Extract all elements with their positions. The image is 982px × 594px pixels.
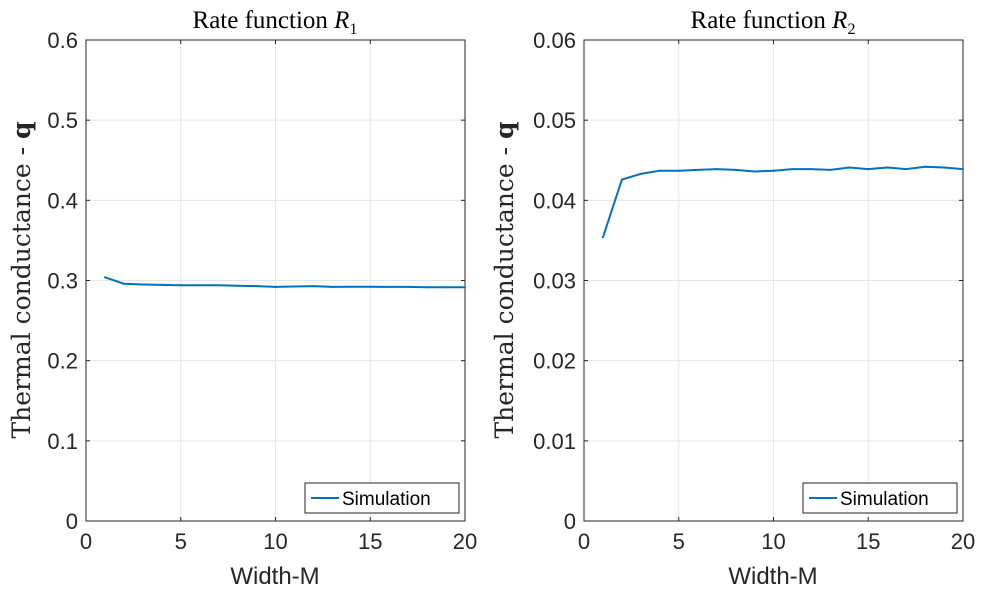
data-point	[407, 285, 410, 288]
x-tick-label: 5	[673, 529, 685, 554]
x-tick-label: 10	[263, 529, 287, 554]
data-point	[293, 285, 296, 288]
x-tick-label: 0	[578, 529, 590, 554]
data-point	[236, 284, 239, 287]
y-tick-label: 0	[564, 509, 576, 534]
x-tick-label: 20	[951, 529, 975, 554]
data-point	[445, 286, 448, 289]
y-tick-label: 0.02	[533, 349, 576, 374]
x-axis-label: Width-M	[230, 563, 319, 590]
series-line-simulation	[104, 276, 465, 289]
chart-title: Rate function R1	[193, 7, 358, 38]
data-point	[312, 285, 315, 288]
y-tick-label: 0.04	[533, 188, 576, 213]
data-point	[791, 168, 794, 171]
y-tick-label: 0.06	[533, 28, 576, 53]
data-point	[848, 166, 851, 169]
data-point	[943, 166, 946, 169]
x-tick-label: 15	[856, 529, 880, 554]
data-point	[141, 283, 144, 286]
data-point	[810, 168, 813, 171]
data-point	[350, 285, 353, 288]
y-tick-label: 0.05	[533, 108, 576, 133]
y-tick-label: 0	[66, 509, 78, 534]
plot-area: 0 5 10 15 20 0 0.1 0.2 0.3 0.4 0.5 0.6	[47, 28, 477, 554]
y-tick-label: 0.1	[47, 429, 78, 454]
data-point	[924, 165, 927, 168]
data-point	[867, 168, 870, 171]
data-point	[620, 178, 623, 181]
data-point	[179, 284, 182, 287]
data-point	[464, 286, 466, 289]
data-point	[753, 170, 756, 173]
data-point	[217, 284, 220, 287]
data-point	[122, 282, 125, 285]
x-tick-label: 5	[175, 529, 187, 554]
data-point	[426, 286, 429, 289]
y-axis-label: Thermal conductance - q	[7, 121, 36, 438]
data-point	[715, 168, 718, 171]
data-point	[734, 168, 737, 171]
plot-area: 0 5 10 15 20 0 0.01 0.02 0.03 0.04 0.05 0.06	[533, 28, 975, 554]
chart-title: Rate function R2	[691, 7, 856, 38]
x-tick-label: 10	[761, 529, 785, 554]
y-axis-label: Thermal conductance - q	[490, 121, 519, 438]
data-point	[274, 285, 277, 288]
legend-label: Simulation	[840, 489, 929, 510]
y-tick-label: 0.6	[47, 28, 78, 53]
data-point	[677, 169, 680, 172]
y-tick-label: 0.01	[533, 429, 576, 454]
data-point	[962, 168, 964, 171]
chart-rate-function-r2: Rate function R2 Thermal conductance - q…	[490, 7, 975, 590]
legend-box	[802, 482, 958, 514]
data-point	[886, 166, 889, 169]
x-tick-label: 0	[80, 529, 92, 554]
x-axis-label: Width-M	[728, 563, 817, 590]
y-tick-label: 0.5	[47, 108, 78, 133]
data-point	[658, 169, 661, 172]
legend-label: Simulation	[342, 489, 431, 510]
y-tick-label: 0.4	[47, 188, 78, 213]
data-point	[255, 285, 258, 288]
data-point	[369, 285, 372, 288]
data-point	[331, 285, 334, 288]
series-line-simulation	[602, 165, 964, 238]
x-tick-label: 15	[358, 529, 382, 554]
chart-rate-function-r1: Rate function R1 Thermal conductance - q…	[7, 7, 477, 590]
data-point	[601, 236, 604, 239]
x-tick-label: 20	[453, 529, 477, 554]
data-point	[905, 168, 908, 171]
y-tick-label: 0.03	[533, 269, 576, 294]
data-point	[829, 168, 832, 171]
legend: Simulation	[304, 482, 460, 514]
data-point	[198, 284, 201, 287]
y-tick-label: 0.3	[47, 269, 78, 294]
data-point	[388, 285, 391, 288]
data-point	[639, 172, 642, 175]
data-point	[103, 276, 106, 279]
data-point	[160, 283, 163, 286]
legend: Simulation	[802, 482, 958, 514]
data-point	[696, 168, 699, 171]
y-tick-label: 0.2	[47, 349, 78, 374]
data-point	[772, 169, 775, 172]
